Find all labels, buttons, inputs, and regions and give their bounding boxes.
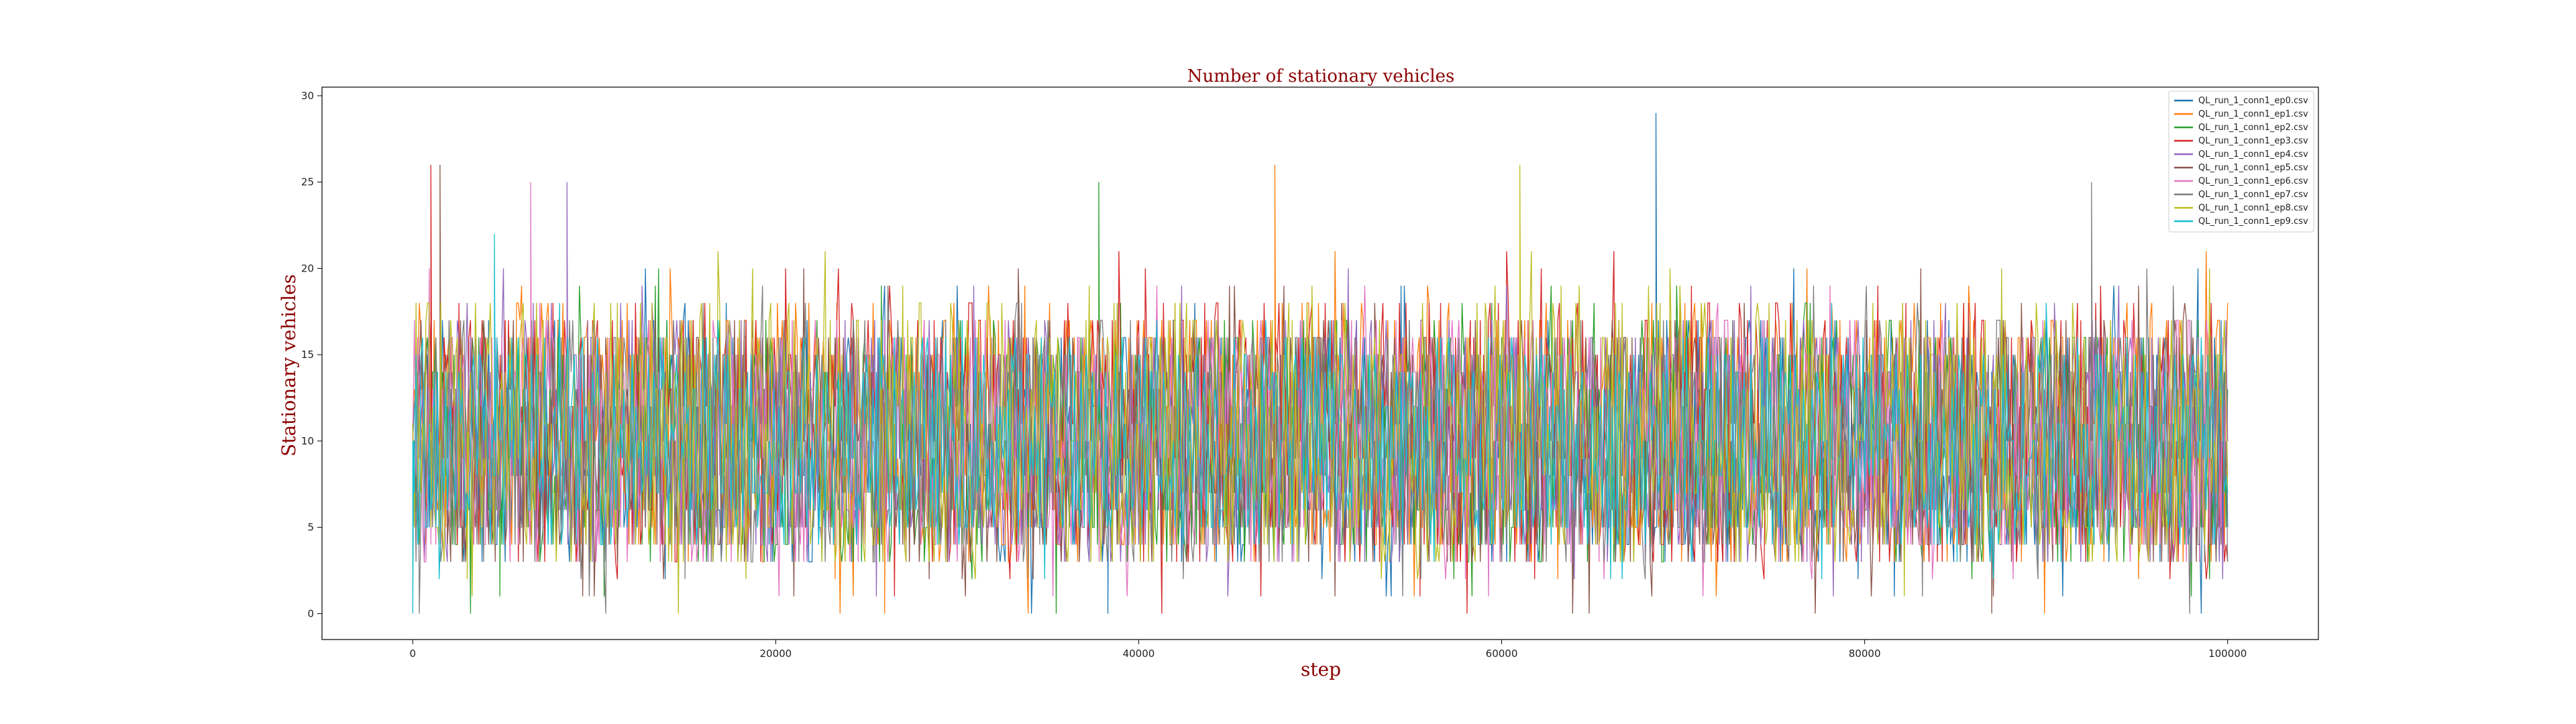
x-tick-label: 20000 — [760, 648, 792, 660]
y-axis: 0 5 10 15 20 25 30 — [301, 90, 322, 619]
legend-entry: QL_run_1_conn1_ep2.csv — [2198, 123, 2308, 133]
y-tick-label: 10 — [301, 435, 314, 447]
y-tick-label: 20 — [301, 262, 314, 274]
x-tick-label: 40000 — [1123, 648, 1155, 660]
x-tick-label: 0 — [409, 648, 416, 660]
x-axis-label: step — [1301, 658, 1341, 680]
series-line — [412, 233, 2229, 614]
legend-entry: QL_run_1_conn1_ep8.csv — [2198, 203, 2308, 213]
y-tick-label: 5 — [307, 522, 314, 534]
x-tick-label: 100000 — [2208, 648, 2247, 660]
y-tick-label: 0 — [307, 607, 314, 619]
legend-entry: QL_run_1_conn1_ep4.csv — [2198, 149, 2308, 160]
y-axis-label: Stationary vehicles — [278, 274, 300, 457]
y-tick-label: 15 — [301, 349, 314, 361]
x-tick-label: 80000 — [1849, 648, 1881, 660]
legend-entry: QL_run_1_conn1_ep5.csv — [2198, 163, 2308, 173]
legend-entry: QL_run_1_conn1_ep1.csv — [2198, 109, 2308, 119]
chart-title: Number of stationary vehicles — [1187, 66, 1455, 86]
legend-entry: QL_run_1_conn1_ep3.csv — [2198, 136, 2308, 146]
y-tick-label: 30 — [301, 90, 314, 102]
x-axis: 0 20000 40000 60000 80000 100000 — [409, 640, 2247, 660]
plot-frame — [321, 86, 2319, 640]
series-layer — [412, 113, 2229, 614]
legend-box — [2168, 90, 2314, 233]
y-tick-label: 25 — [301, 176, 314, 188]
series-line — [412, 164, 2229, 614]
legend-entry: QL_run_1_conn1_ep6.csv — [2198, 176, 2308, 186]
legend: QL_run_1_conn1_ep0.csv QL_run_1_conn1_ep1… — [2168, 90, 2314, 233]
x-tick-label: 60000 — [1486, 648, 1518, 660]
legend-entry: QL_run_1_conn1_ep9.csv — [2198, 217, 2308, 227]
legend-entry: QL_run_1_conn1_ep7.csv — [2198, 190, 2308, 200]
legend-entry: QL_run_1_conn1_ep0.csv — [2198, 96, 2308, 106]
